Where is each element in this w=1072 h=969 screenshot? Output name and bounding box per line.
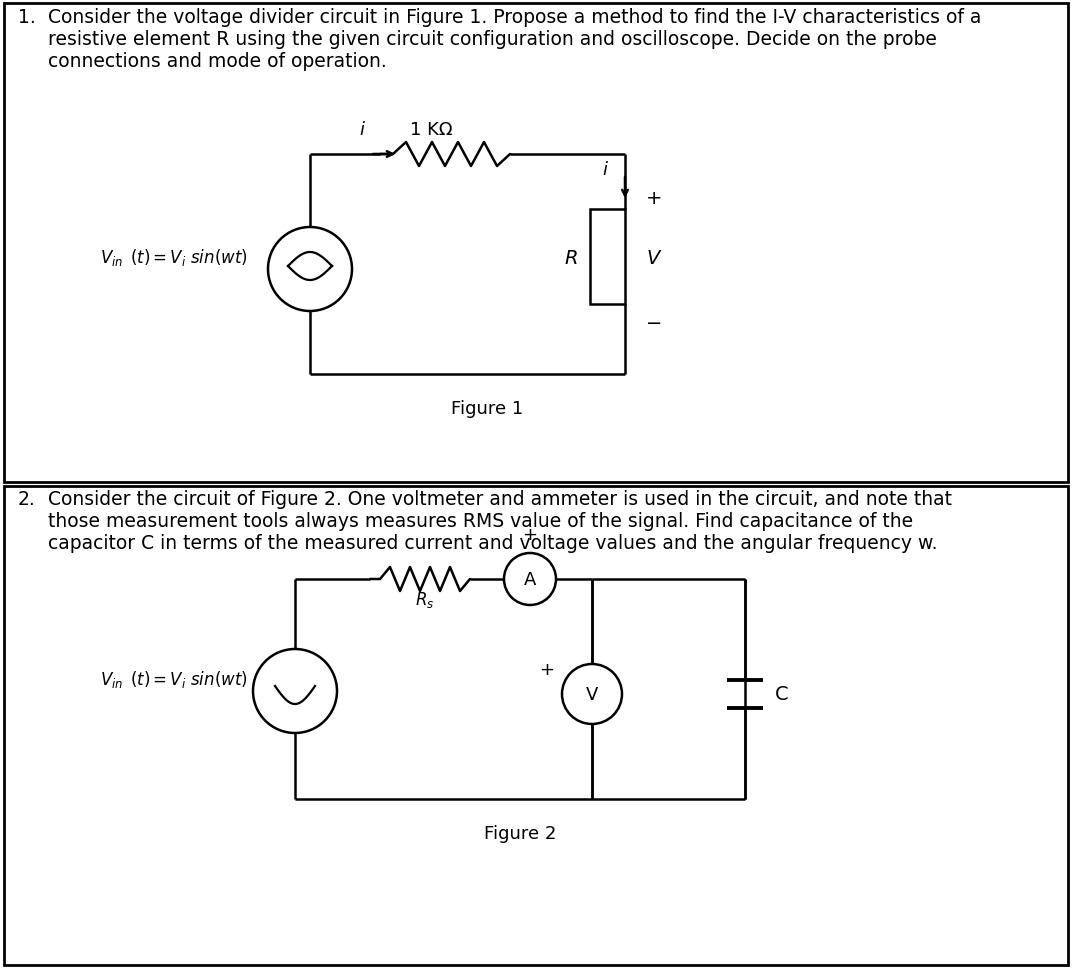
- Text: R: R: [565, 248, 578, 267]
- Text: 1 KΩ: 1 KΩ: [410, 121, 452, 139]
- Text: capacitor C in terms of the measured current and voltage values and the angular : capacitor C in terms of the measured cur…: [48, 534, 938, 552]
- Text: +: +: [646, 188, 662, 207]
- Text: A: A: [524, 571, 536, 588]
- Text: i: i: [602, 161, 607, 179]
- Text: −: −: [646, 313, 662, 332]
- Text: Consider the circuit of Figure 2. One voltmeter and ammeter is used in the circu: Consider the circuit of Figure 2. One vo…: [48, 489, 952, 509]
- Text: $V_{in}$: $V_{in}$: [100, 248, 123, 267]
- Text: Figure 1: Figure 1: [451, 399, 523, 418]
- Text: $R_s$: $R_s$: [415, 589, 434, 610]
- Text: Figure 2: Figure 2: [483, 825, 556, 842]
- Circle shape: [562, 665, 622, 724]
- Text: those measurement tools always measures RMS value of the signal. Find capacitanc: those measurement tools always measures …: [48, 512, 913, 530]
- Text: +: +: [539, 660, 554, 678]
- Text: 2.: 2.: [18, 489, 35, 509]
- Bar: [4, 4, 1068, 483]
- Text: V: V: [585, 685, 598, 703]
- Circle shape: [504, 553, 556, 606]
- Text: $V_{in}$: $V_{in}$: [100, 670, 123, 689]
- Text: V: V: [646, 248, 659, 267]
- Text: 1.: 1.: [18, 8, 35, 27]
- Text: C: C: [775, 685, 789, 703]
- Bar: [590, 209, 625, 304]
- Text: Consider the voltage divider circuit in Figure 1. Propose a method to find the I: Consider the voltage divider circuit in …: [48, 8, 981, 27]
- Text: connections and mode of operation.: connections and mode of operation.: [48, 52, 387, 71]
- Bar: [4, 486, 1068, 965]
- Text: $(t) = V_i$ $sin(wt)$: $(t) = V_i$ $sin(wt)$: [130, 669, 248, 690]
- Text: $(t) = V_i$ $sin(wt)$: $(t) = V_i$ $sin(wt)$: [130, 247, 248, 268]
- Text: i: i: [359, 121, 364, 139]
- Text: resistive element R using the given circuit configuration and oscilloscope. Deci: resistive element R using the given circ…: [48, 30, 937, 49]
- Text: +: +: [522, 525, 537, 544]
